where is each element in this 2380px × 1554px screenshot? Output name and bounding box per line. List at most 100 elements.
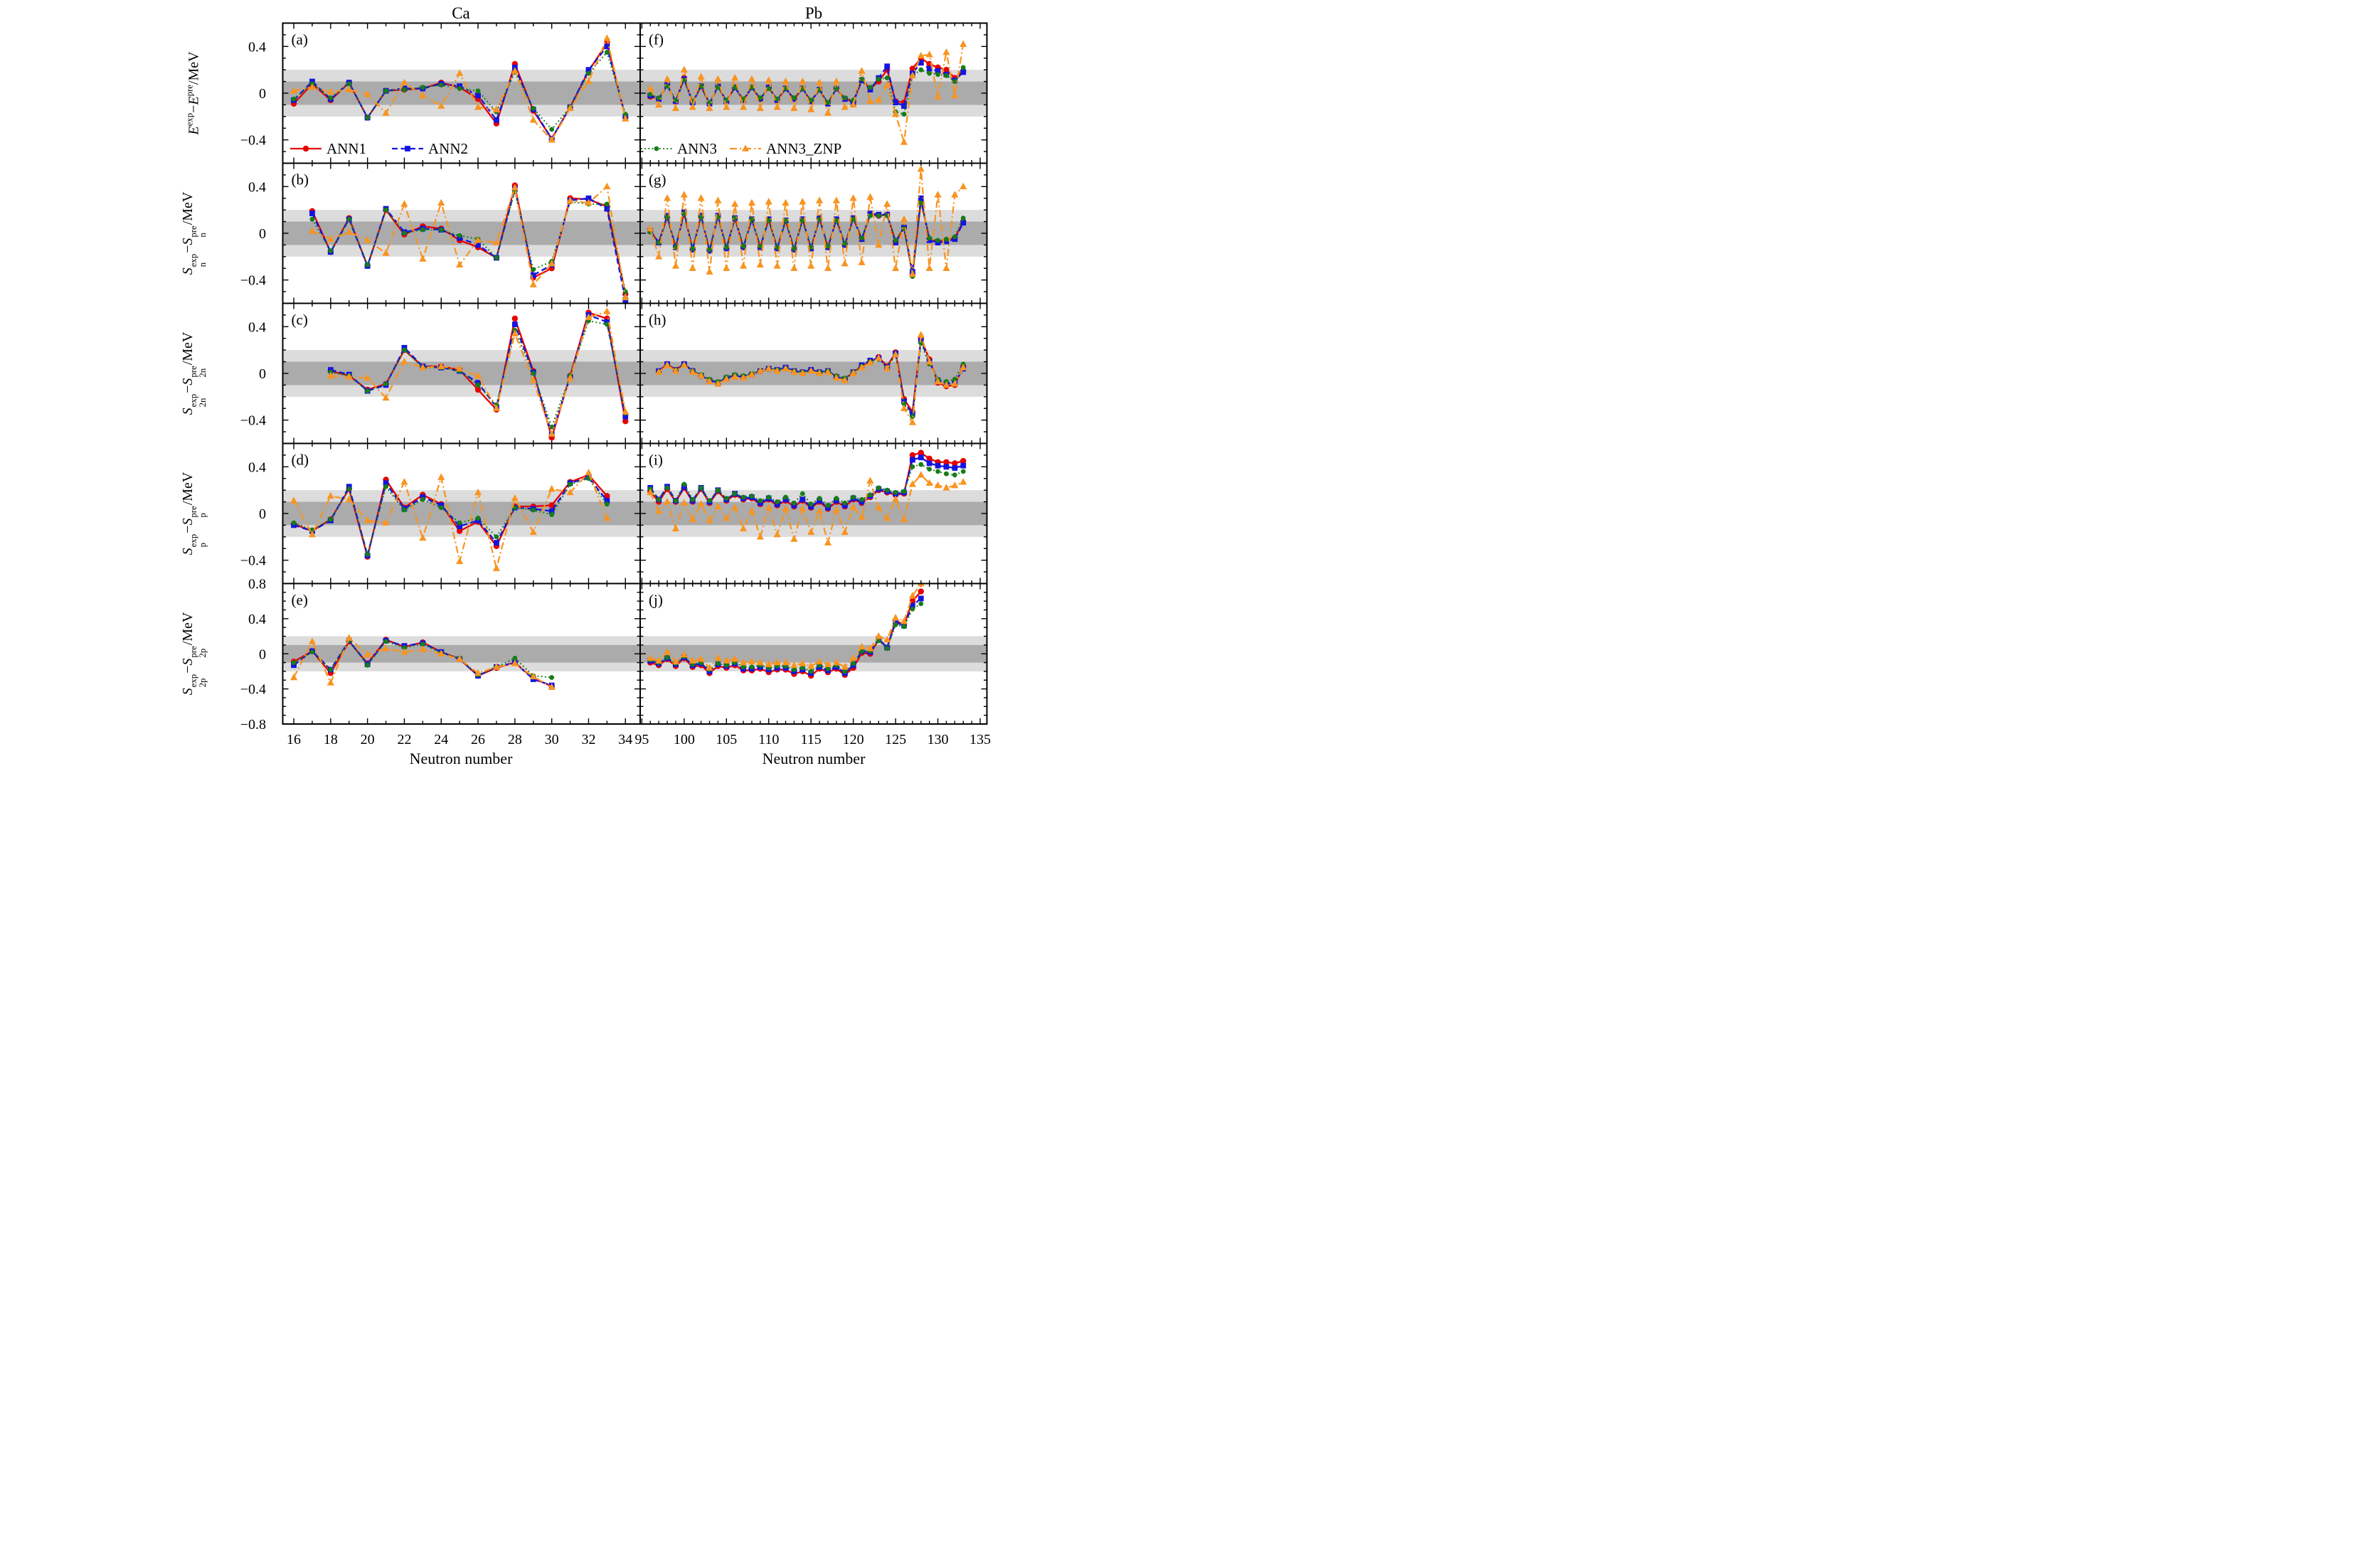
marker-ANN3_ZNP [900,617,908,624]
panel-a: (a) 0.4 0 −0.4 ANN1 ANN2 [240,22,641,164]
marker-ANN3 [698,485,704,491]
legend-marker [654,146,659,151]
marker-ANN3_ZNP [790,535,798,542]
marker-ANN2 [291,662,297,669]
marker-ANN3_ZNP [799,198,807,205]
marker-ANN1 [474,386,482,393]
panel-f: (f) ANN3 ANN3_ZNP [639,22,988,164]
marker-ANN3 [834,218,839,223]
marker-ANN3 [402,645,407,651]
marker-ANN3_ZNP [456,69,464,76]
marker-ANN3_ZNP [790,661,798,669]
marker-ANN3_ZNP [790,264,798,272]
marker-ANN3_ZNP [723,264,731,272]
marker-ANN3_ZNP [680,191,688,198]
marker-ANN3_ZNP [663,361,671,368]
marker-ANN3_ZNP [815,507,824,514]
marker-ANN3 [766,494,772,500]
marker-ANN2 [475,242,481,248]
marker-ANN3 [604,321,610,327]
marker-ANN3_ZNP [308,227,317,234]
marker-ANN2 [622,413,629,420]
marker-ANN3 [775,499,780,504]
marker-ANN3_ZNP [790,368,798,376]
marker-ANN3_ZNP [875,354,883,361]
marker-ANN3_ZNP [663,648,671,655]
marker-ANN3_ZNP [671,104,680,112]
marker-ANN3 [842,241,848,247]
marker-ANN3_ZNP [739,373,748,381]
marker-ANN3_ZNP [474,103,482,110]
marker-ANN3_ZNP [917,331,925,338]
marker-ANN3_ZNP [714,654,722,661]
series-ANN3_ZNP-a [289,34,629,143]
panel-tag-h: (h) [649,312,666,329]
marker-ANN3_ZNP [765,76,772,83]
marker-ANN3_ZNP [858,513,866,520]
marker-ANN3_ZNP [548,683,556,690]
marker-ANN3 [876,213,881,218]
marker-ANN3 [783,494,788,500]
x-tick-label: 110 [758,732,779,747]
marker-ANN3_ZNP [308,530,317,538]
marker-ANN3 [681,211,687,216]
marker-ANN3_ZNP [782,504,790,512]
marker-ANN3_ZNP [680,499,688,506]
marker-ANN3_ZNP [474,669,482,676]
marker-ANN3_ZNP [585,468,593,476]
marker-ANN3_ZNP [731,200,739,207]
marker-ANN3 [876,76,881,82]
marker-ANN3 [309,216,315,222]
marker-ANN3_ZNP [739,103,748,110]
marker-ANN3_ZNP [706,377,713,385]
x-axis-label-ca: Neutron number [409,750,513,767]
x-tick-label: 16 [287,732,301,747]
y-tick-label: 0 [259,366,266,382]
marker-ANN3 [918,67,924,73]
marker-ANN3_ZNP [474,371,482,379]
marker-ANN3_ZNP [942,380,950,388]
marker-ANN3_ZNP [492,564,501,571]
marker-ANN3_ZNP [900,404,908,412]
series-ANN3-g [647,200,966,280]
marker-ANN3 [383,207,388,213]
marker-ANN3 [365,262,371,267]
marker-ANN3_ZNP [891,614,900,621]
marker-ANN2 [926,65,933,72]
marker-ANN3_ZNP [934,191,942,198]
marker-ANN3 [715,85,721,90]
marker-ANN3 [604,201,610,207]
marker-ANN3 [910,464,915,469]
marker-ANN3_ZNP [790,104,798,112]
panel-tag-e: (e) [292,592,308,609]
marker-ANN3 [825,100,831,105]
marker-ANN3 [402,230,407,236]
x-tick-label: 125 [885,732,906,747]
marker-ANN3_ZNP [765,364,772,372]
marker-ANN3_ZNP [824,109,832,116]
marker-ANN3_ZNP [900,215,908,223]
marker-ANN3_ZNP [849,194,857,201]
marker-ANN3 [383,381,388,387]
marker-ANN2 [530,272,536,278]
marker-ANN3_ZNP [841,663,849,670]
marker-ANN2 [604,498,610,504]
marker-ANN3_ZNP [647,84,654,92]
marker-ANN3_ZNP [689,368,696,376]
marker-ANN3_ZNP [951,481,959,489]
marker-ANN3_ZNP [883,200,891,207]
marker-ANN3 [884,75,890,81]
y-tick-label: −0.4 [240,413,266,429]
marker-ANN2 [511,321,518,327]
marker-ANN3_ZNP [437,198,445,206]
marker-ANN3 [740,664,746,670]
marker-ANN3 [960,215,966,221]
marker-ANN3 [664,485,670,491]
marker-ANN3 [715,487,721,493]
marker-ANN3_ZNP [400,648,408,655]
marker-ANN3_ZNP [858,258,866,265]
marker-ANN3_ZNP [934,92,942,100]
marker-ANN1 [909,452,916,459]
marker-ANN3_ZNP [548,136,556,143]
marker-ANN3_ZNP [697,73,705,80]
